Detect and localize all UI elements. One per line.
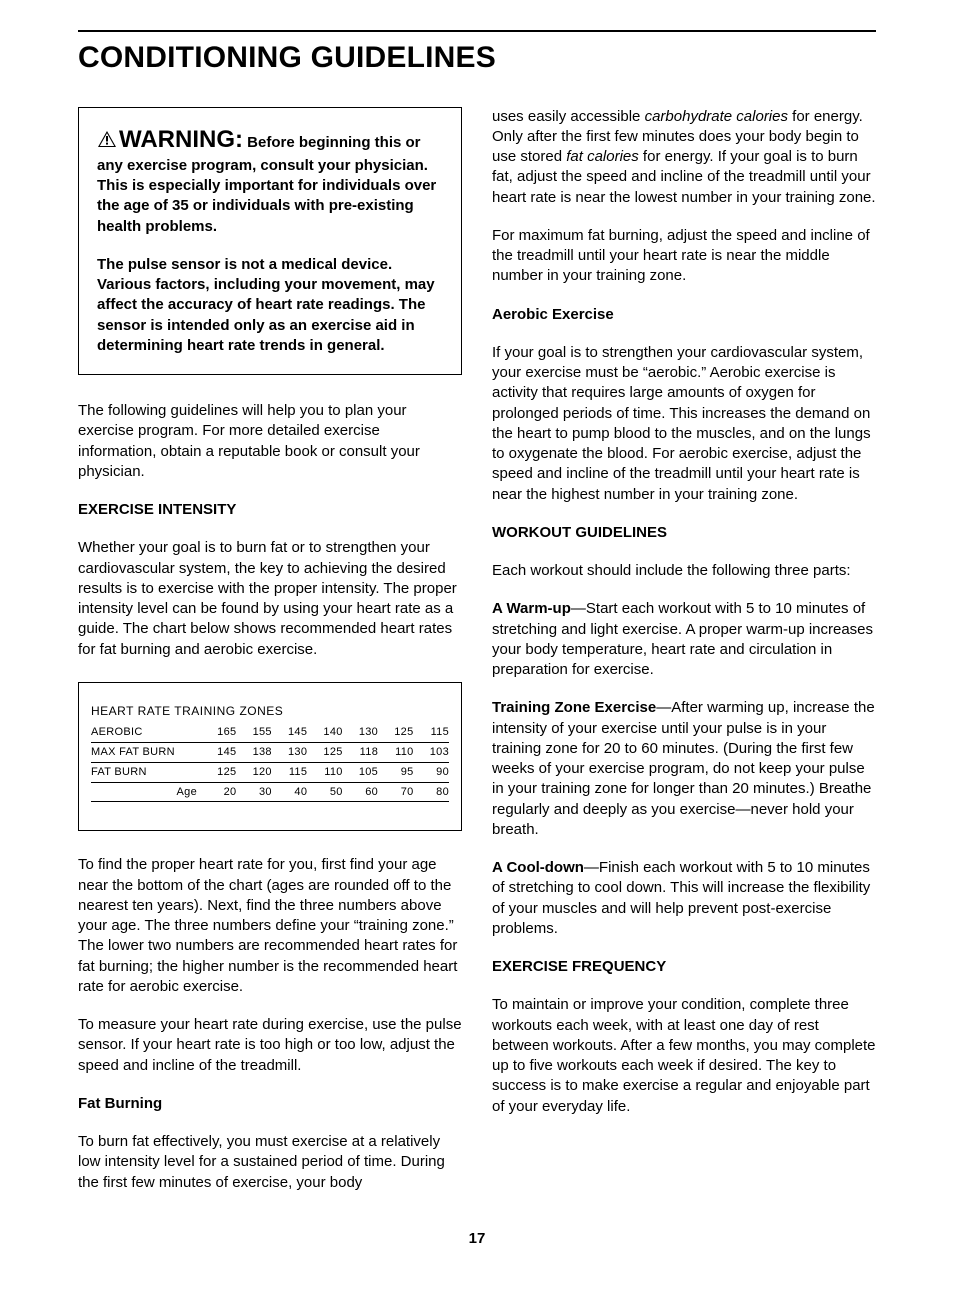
- fat-heading: Fat Burning: [78, 1094, 462, 1114]
- intensity-p1: Whether your goal is to burn fat or to s…: [78, 538, 462, 660]
- table-row: AEROBIC165155145140130125115: [91, 723, 449, 742]
- page-number: 17: [78, 1229, 876, 1249]
- intensity-heading: EXERCISE INTENSITY: [78, 500, 462, 520]
- table-row-age: Age20304050607080: [91, 782, 449, 802]
- warning-sensor-text: The pulse sensor is not a medical device…: [97, 255, 443, 356]
- intro-paragraph: The following guidelines will help you t…: [78, 401, 462, 482]
- warning-box: WARNING: Before beginning this or any ex…: [78, 107, 462, 376]
- warning-label: WARNING:: [119, 126, 243, 153]
- training-p: Training Zone Exercise—After warming up,…: [492, 698, 876, 840]
- aerobic-heading: Aerobic Exercise: [492, 305, 876, 325]
- fat-p-right-1: uses easily accessible carbohydrate calo…: [492, 107, 876, 208]
- freq-heading: EXERCISE FREQUENCY: [492, 957, 876, 977]
- left-column: WARNING: Before beginning this or any ex…: [78, 107, 462, 1193]
- table-row: FAT BURN1251201151101059590: [91, 762, 449, 782]
- cooldown-p: A Cool-down—Finish each workout with 5 t…: [492, 858, 876, 939]
- freq-p1: To maintain or improve your condition, c…: [492, 995, 876, 1117]
- heart-rate-chart: HEART RATE TRAINING ZONES AEROBIC1651551…: [78, 682, 462, 832]
- after-table-p1: To find the proper heart rate for you, f…: [78, 855, 462, 997]
- fat-p-left: To burn fat effectively, you must exerci…: [78, 1132, 462, 1193]
- hr-chart-title: HEART RATE TRAINING ZONES: [91, 703, 449, 719]
- hr-table: AEROBIC165155145140130125115MAX FAT BURN…: [91, 723, 449, 802]
- fat-p-right-2: For maximum fat burning, adjust the spee…: [492, 226, 876, 287]
- page-title: CONDITIONING GUIDELINES: [78, 38, 876, 79]
- aerobic-p1: If your goal is to strengthen your cardi…: [492, 343, 876, 505]
- table-row: MAX FAT BURN145138130125118110103: [91, 742, 449, 762]
- warmup-p: A Warm-up—Start each workout with 5 to 1…: [492, 599, 876, 680]
- after-table-p2: To measure your heart rate during exerci…: [78, 1015, 462, 1076]
- warning-icon: [97, 130, 117, 154]
- workout-intro: Each workout should include the followin…: [492, 561, 876, 581]
- two-column-layout: WARNING: Before beginning this or any ex…: [78, 107, 876, 1193]
- right-column: uses easily accessible carbohydrate calo…: [492, 107, 876, 1193]
- workout-heading: WORKOUT GUIDELINES: [492, 523, 876, 543]
